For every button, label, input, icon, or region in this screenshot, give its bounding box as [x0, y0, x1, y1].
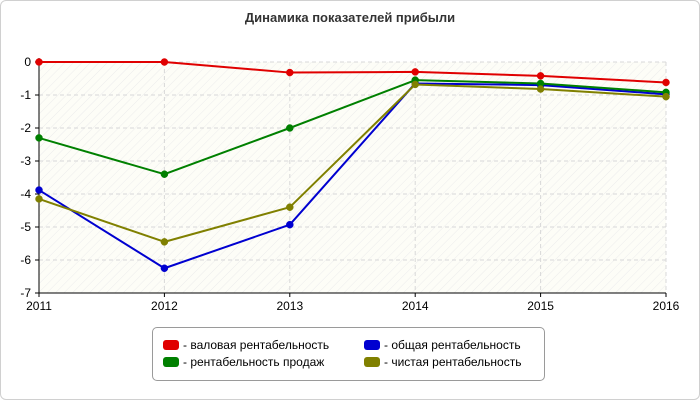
- legend-swatch-net: [364, 357, 380, 367]
- series-line-0: [39, 61, 667, 84]
- series-line-3: [38, 83, 667, 243]
- x-tick-label: 2013: [276, 299, 303, 313]
- x-tick-label: 2014: [402, 299, 429, 313]
- series-point-0: [662, 78, 670, 87]
- series-point-2: [35, 134, 43, 142]
- legend-item-net: - чистая рентабельность: [364, 354, 521, 370]
- x-axis-ticks: 2011 2012 2013 2014 2015 2016: [26, 293, 680, 313]
- series-point-0: [35, 58, 43, 66]
- series-line-2: [38, 79, 667, 176]
- y-tick-label: -6: [20, 253, 31, 267]
- series-point-3: [536, 85, 545, 93]
- legend-item-total: - общая рентабельность: [364, 337, 521, 353]
- y-tick-label: -7: [20, 286, 31, 300]
- series-point-1: [160, 264, 169, 272]
- series-point-2: [286, 124, 294, 132]
- x-tick-label: 2011: [26, 299, 52, 313]
- y-tick-label: -2: [20, 121, 31, 135]
- series-point-3: [662, 92, 670, 101]
- legend-item-sales: - рентабельность продаж: [163, 354, 324, 370]
- legend-label-gross: - валовая рентабельность: [183, 338, 330, 352]
- y-tick-label: -4: [20, 187, 31, 201]
- y-tick-label: -5: [20, 220, 31, 234]
- series-point-1: [286, 220, 294, 229]
- x-tick-label: 2012: [151, 299, 178, 313]
- x-tick-label: 2015: [527, 299, 554, 313]
- chart-title: Динамика показателей прибыли: [244, 10, 456, 25]
- series-point-3: [160, 238, 169, 246]
- x-tick-label: 2016: [653, 299, 680, 313]
- legend-label-net: - чистая рентабельность: [384, 355, 522, 369]
- legend-swatch-gross: [163, 340, 179, 350]
- y-axis-ticks: 0 -1 -2 -3 -4 -5 -6 -7: [20, 55, 39, 300]
- plot-area-hatch: [39, 62, 666, 293]
- series-point-0: [160, 58, 169, 66]
- legend-swatch-sales: [163, 357, 179, 367]
- series-point-2: [160, 170, 169, 178]
- series-point-0: [286, 68, 294, 77]
- y-tick-label: -1: [20, 88, 31, 102]
- series-group: [35, 58, 670, 272]
- series-point-1: [35, 186, 43, 194]
- axes: [38, 58, 666, 294]
- series-point-0: [411, 68, 419, 76]
- series-point-3: [411, 80, 419, 89]
- legend-swatch-total: [364, 340, 380, 350]
- y-tick-label: -3: [20, 154, 31, 168]
- legend: - валовая рентабельность - общая рентабе…: [152, 327, 545, 381]
- legend-label-total: - общая рентабельность: [384, 338, 521, 352]
- y-tick-label: 0: [24, 55, 31, 69]
- series-point-0: [536, 72, 545, 80]
- series-line-1: [38, 82, 667, 270]
- series-point-3: [35, 195, 43, 203]
- legend-item-gross: - валовая рентабельность: [163, 337, 329, 353]
- series-point-3: [286, 203, 294, 211]
- legend-label-sales: - рентабельность продаж: [183, 355, 325, 369]
